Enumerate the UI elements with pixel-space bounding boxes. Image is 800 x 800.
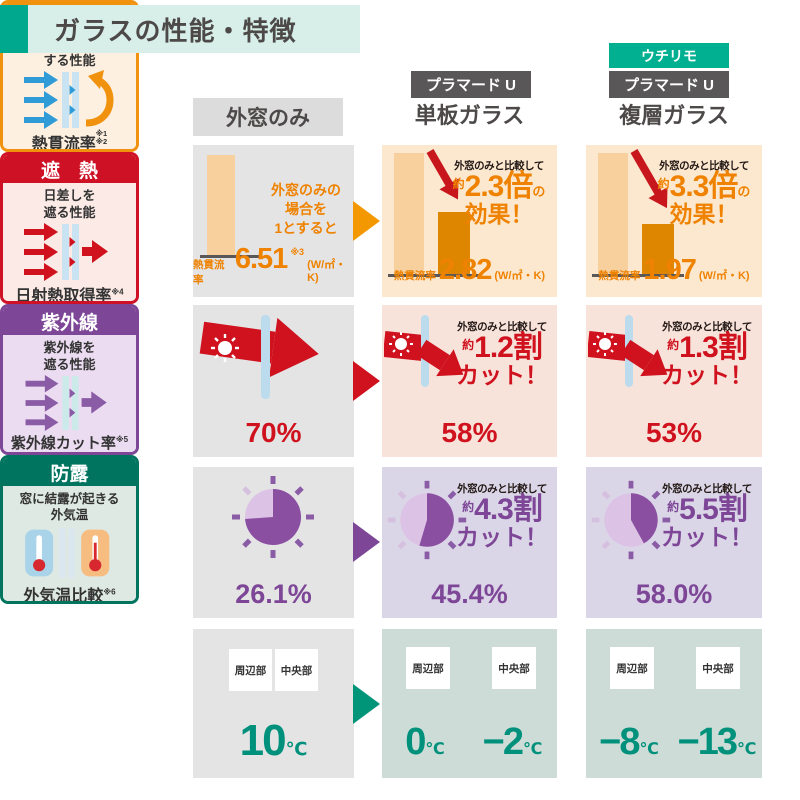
- value-uv-single: 45.4%: [431, 579, 508, 609]
- row-metric-insulation: 熱貫流率 ※1 ※2: [31, 128, 108, 152]
- sunlight-pass-icon: [199, 315, 319, 399]
- cell-uv-single: 外窓のみと比較して 約4.3割 カット！ 45.4%: [382, 467, 557, 618]
- cell-condensation-single: 周辺部 中央部 0 ℃ −2 ℃: [382, 629, 557, 778]
- cell-shading-base: 70%: [193, 305, 354, 457]
- label-edge: 周辺部: [406, 647, 450, 689]
- uv-sun-pie-icon: [591, 480, 671, 560]
- brand-badge-double: プラマード U: [609, 71, 729, 98]
- value-insulation-single: 熱貫流率 2.82 (W/㎡・K): [393, 254, 546, 286]
- row-desc-condensation: 窓に結露が起きる 外気温: [19, 492, 120, 523]
- uv-sun-pie-icon: [232, 476, 314, 558]
- label-center: 中央部: [696, 647, 740, 689]
- insulation-icon: [23, 69, 114, 129]
- row-label-body-uv: 紫外線を 遮る性能 紫外線カット率※5: [3, 335, 136, 452]
- cell-uv-double: 外窓のみと比較して 約5.5割 カット！ 58.0%: [586, 467, 762, 618]
- header-bar: ガラスの性能・特徴: [28, 5, 360, 53]
- value-shading-single: 58%: [441, 417, 498, 448]
- arrow-right-shading: [353, 361, 380, 401]
- row-title-condensation: 防露: [3, 458, 136, 486]
- cell-insulation-double: 外窓のみと比較して 約3.3倍の 効果！ 熱貫流率 1.97 (W/㎡・K): [586, 145, 762, 297]
- claim-insulation-single: 約2.3倍の 効果！: [452, 170, 546, 227]
- condensation-icon: [24, 527, 109, 578]
- cell-uv-base: 26.1%: [193, 467, 354, 618]
- claim-uv-single: 約4.3割 カット！: [456, 493, 548, 550]
- arrow-right-uv: [353, 522, 380, 562]
- compare-note: 外窓のみと比較して: [662, 483, 752, 495]
- bar-improved: [438, 212, 470, 274]
- compare-note: 外窓のみと比較して: [454, 160, 544, 172]
- page-title: ガラスの性能・特徴: [54, 15, 297, 46]
- caption-insulation-base: 外窓のみの 場合を 1とすると: [271, 182, 341, 236]
- cell-condensation-double: 周辺部 中央部 −8 ℃ −13 ℃: [586, 629, 762, 778]
- value-shading-base: 70%: [245, 417, 302, 448]
- bar-base-ref: [598, 153, 628, 274]
- row-label-body-condensation: 窓に結露が起きる 外気温 外気温比較※6: [3, 486, 136, 604]
- cell-insulation-single: 外窓のみと比較して 約2.3倍の 効果！ 熱貫流率 2.82 (W/㎡・K): [382, 145, 557, 297]
- arrow-right-condensation: [353, 684, 380, 724]
- label-edge: 周辺部: [229, 649, 272, 691]
- bar-baseline: [388, 274, 480, 277]
- header-accent-block: [0, 5, 28, 53]
- row-metric-uv: 紫外線カット率※5: [10, 434, 129, 452]
- bar-base-ref: [394, 153, 424, 274]
- decrease-arrow-icon: [426, 149, 459, 200]
- cell-shading-double: 外窓のみと比較して 約1.3割 カット！ 53%: [586, 305, 762, 457]
- uv-sun-pie-icon: [387, 480, 467, 560]
- bar-improved: [642, 224, 674, 274]
- value-shading-double: 53%: [645, 417, 703, 448]
- value-condensation-single-center: −2 ℃: [482, 721, 543, 763]
- claim-insulation-double: 約3.3倍の 効果！: [657, 170, 751, 227]
- brand-badge-single: プラマード U: [411, 71, 531, 98]
- row-metric-shading: 日射熱取得率※4: [15, 287, 124, 304]
- row-label-body-shading: 日差しを 遮る性能 日射熱取得率※4: [3, 183, 136, 304]
- bar-baseline: [592, 274, 684, 277]
- value-insulation-base: 熱貫流率 6.51 ※3 (W/㎡・K): [193, 243, 347, 286]
- compare-note: 外窓のみと比較して: [662, 321, 752, 333]
- compare-note: 外窓のみと比較して: [457, 483, 547, 495]
- claim-shading-single: 約1.2割 カット！: [456, 331, 548, 388]
- claim-uv-double: 約5.5割 カット！: [661, 493, 753, 550]
- value-condensation-base: 10 ℃: [239, 716, 308, 765]
- decrease-arrow-icon: [630, 149, 668, 209]
- row-title-shading: 遮 熱: [3, 155, 136, 183]
- label-edge: 周辺部: [610, 647, 654, 689]
- cell-condensation-base: 周辺部 中央部 10 ℃: [193, 629, 354, 778]
- column-header-single: 単板ガラス: [414, 103, 525, 128]
- arrow-right-insulation: [353, 201, 380, 241]
- row-metric-condensation: 外気温比較※6: [23, 587, 116, 604]
- claim-shading-double: 約1.3割 カット！: [661, 331, 753, 388]
- row-label-condensation: 防露 窓に結露が起きる 外気温 外気温比較※6: [0, 455, 139, 604]
- label-center: 中央部: [275, 649, 318, 691]
- row-title-uv: 紫外線: [3, 307, 136, 335]
- cell-shading-single: 外窓のみと比較して 約1.2割 カット！ 58%: [382, 305, 557, 457]
- bar-baseline: [200, 255, 262, 258]
- series-badge-double: ウチリモ: [609, 43, 729, 68]
- value-insulation-double: 熱貫流率 1.97 (W/㎡・K): [598, 254, 750, 286]
- compare-note: 外窓のみと比較して: [457, 321, 547, 333]
- bar-insulation-base: [207, 155, 235, 255]
- value-condensation-single-edge: 0 ℃: [405, 721, 445, 763]
- sunlight-cut-icon: [588, 315, 668, 387]
- shading-icon: [23, 222, 108, 281]
- value-uv-base: 26.1%: [235, 579, 312, 609]
- row-desc-uv: 紫外線を 遮る性能: [43, 340, 96, 372]
- column-header-double: 複層ガラス: [619, 103, 729, 128]
- column-header-base: 外窓のみ: [193, 98, 343, 136]
- row-label-shading: 遮 熱 日差しを 遮る性能 日射熱取得率※4: [0, 152, 139, 304]
- value-condensation-double-edge: −8 ℃: [599, 721, 659, 763]
- row-label-uv: 紫外線 紫外線を 遮る性能 紫外線カット率※5: [0, 304, 139, 455]
- sunlight-cut-icon: [384, 315, 464, 387]
- compare-note: 外窓のみと比較して: [659, 160, 749, 172]
- value-uv-double: 58.0%: [635, 579, 713, 609]
- label-center: 中央部: [492, 647, 536, 689]
- value-condensation-double-center: −13 ℃: [677, 721, 757, 763]
- row-desc-shading: 日差しを 遮る性能: [43, 188, 96, 220]
- uv-icon: [25, 374, 107, 431]
- cell-insulation-base: 外窓のみの 場合を 1とすると 熱貫流率 6.51 ※3 (W/㎡・K): [193, 145, 354, 297]
